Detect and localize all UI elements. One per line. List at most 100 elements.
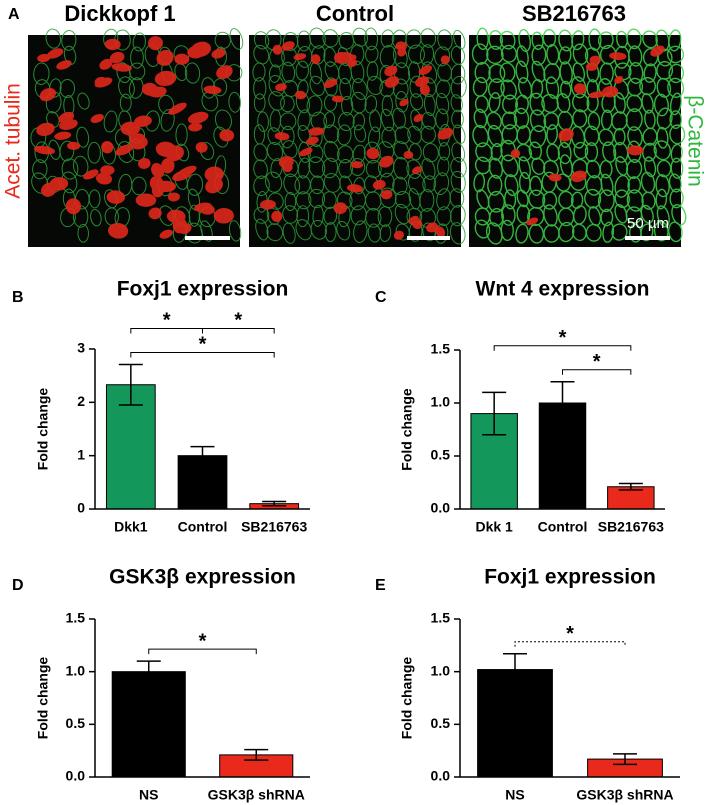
cell bbox=[655, 174, 670, 198]
cell bbox=[419, 189, 435, 212]
ciliated-cell bbox=[281, 41, 295, 51]
cell bbox=[614, 174, 630, 198]
ciliated-cell bbox=[168, 102, 187, 115]
cell bbox=[501, 204, 516, 226]
significance-label: * bbox=[199, 334, 207, 356]
stain-label: β-Catenin bbox=[683, 95, 706, 186]
cell bbox=[500, 44, 518, 63]
panel-label: D bbox=[12, 577, 24, 594]
ciliated-cell bbox=[58, 111, 75, 124]
cell bbox=[308, 156, 326, 178]
cell bbox=[529, 109, 547, 133]
cell bbox=[350, 158, 366, 176]
chart-title: Wnt 4 expression bbox=[476, 278, 650, 301]
ciliated-cell bbox=[195, 142, 208, 153]
ciliated-cell bbox=[601, 86, 619, 98]
ciliated-cell bbox=[104, 38, 121, 51]
cell bbox=[597, 31, 614, 50]
ciliated-cell bbox=[39, 87, 56, 102]
cell bbox=[59, 79, 76, 99]
cell bbox=[253, 206, 270, 224]
cell bbox=[486, 45, 504, 65]
cell bbox=[364, 95, 378, 114]
ciliated-cell bbox=[299, 147, 313, 157]
cell bbox=[602, 221, 615, 243]
x-tick-label: GSK3β shRNA bbox=[576, 787, 673, 803]
ciliated-cell bbox=[109, 51, 125, 64]
cell bbox=[422, 142, 439, 163]
cell bbox=[570, 76, 587, 99]
cell bbox=[560, 80, 572, 99]
ciliated-cell bbox=[558, 128, 574, 142]
ciliated-cell bbox=[411, 166, 423, 174]
cell bbox=[500, 219, 514, 242]
cell bbox=[33, 62, 50, 85]
ciliated-cell bbox=[129, 136, 148, 150]
cell bbox=[352, 27, 368, 47]
cell bbox=[186, 173, 204, 196]
ciliated-cell bbox=[65, 198, 82, 215]
significance-label: * bbox=[593, 351, 601, 373]
panel-label: A bbox=[8, 6, 20, 23]
cell bbox=[229, 28, 244, 50]
ciliated-cell bbox=[384, 65, 398, 77]
cell bbox=[61, 158, 79, 180]
significance-bracket bbox=[562, 369, 632, 375]
bar bbox=[177, 455, 228, 510]
cell bbox=[410, 93, 424, 111]
cell bbox=[423, 93, 436, 117]
cell bbox=[449, 188, 465, 208]
ciliated-cell bbox=[216, 65, 233, 79]
cell bbox=[379, 224, 392, 242]
cell bbox=[312, 204, 324, 227]
ciliated-cell bbox=[306, 136, 319, 145]
cell bbox=[366, 61, 379, 81]
cell bbox=[503, 189, 517, 210]
ciliated-cell bbox=[366, 147, 380, 160]
cell bbox=[504, 174, 519, 197]
cell bbox=[322, 29, 339, 48]
cell bbox=[295, 219, 312, 241]
cell bbox=[625, 108, 643, 131]
cell bbox=[323, 94, 338, 112]
ciliated-cell bbox=[275, 83, 287, 92]
cell bbox=[282, 222, 296, 244]
cell bbox=[268, 64, 281, 83]
cell bbox=[471, 43, 489, 65]
cell bbox=[381, 126, 397, 148]
cell bbox=[513, 107, 530, 129]
ciliated-cell bbox=[271, 210, 283, 223]
cell bbox=[437, 29, 453, 51]
ciliated-cell bbox=[111, 63, 132, 72]
x-tick-label: Control bbox=[538, 519, 588, 535]
ciliated-cell bbox=[56, 60, 72, 70]
cell bbox=[588, 28, 602, 51]
cell bbox=[628, 61, 644, 84]
cell bbox=[584, 188, 602, 209]
cell bbox=[394, 191, 412, 209]
ciliated-cell bbox=[346, 184, 364, 193]
cell bbox=[655, 188, 668, 210]
ciliated-cell bbox=[526, 217, 539, 226]
ciliated-cell bbox=[83, 169, 99, 180]
cell bbox=[585, 223, 602, 242]
cell bbox=[476, 27, 489, 51]
cell bbox=[252, 62, 266, 82]
y-tick-label: 1 bbox=[77, 446, 85, 462]
cell bbox=[487, 78, 505, 99]
image-title: Control bbox=[316, 1, 394, 26]
y-axis-label: Fold change bbox=[399, 657, 415, 740]
cell bbox=[516, 204, 531, 224]
cell bbox=[408, 173, 426, 195]
x-tick-label: Control bbox=[178, 519, 228, 535]
cell bbox=[587, 111, 601, 131]
ciliated-cell bbox=[573, 83, 587, 95]
micrograph bbox=[28, 28, 244, 247]
cell bbox=[322, 157, 339, 179]
ciliated-cell bbox=[293, 53, 307, 61]
cell bbox=[572, 62, 586, 82]
ciliated-cell bbox=[142, 82, 158, 96]
cell bbox=[602, 141, 617, 163]
ciliated-cell bbox=[399, 98, 409, 107]
bar bbox=[111, 671, 186, 778]
